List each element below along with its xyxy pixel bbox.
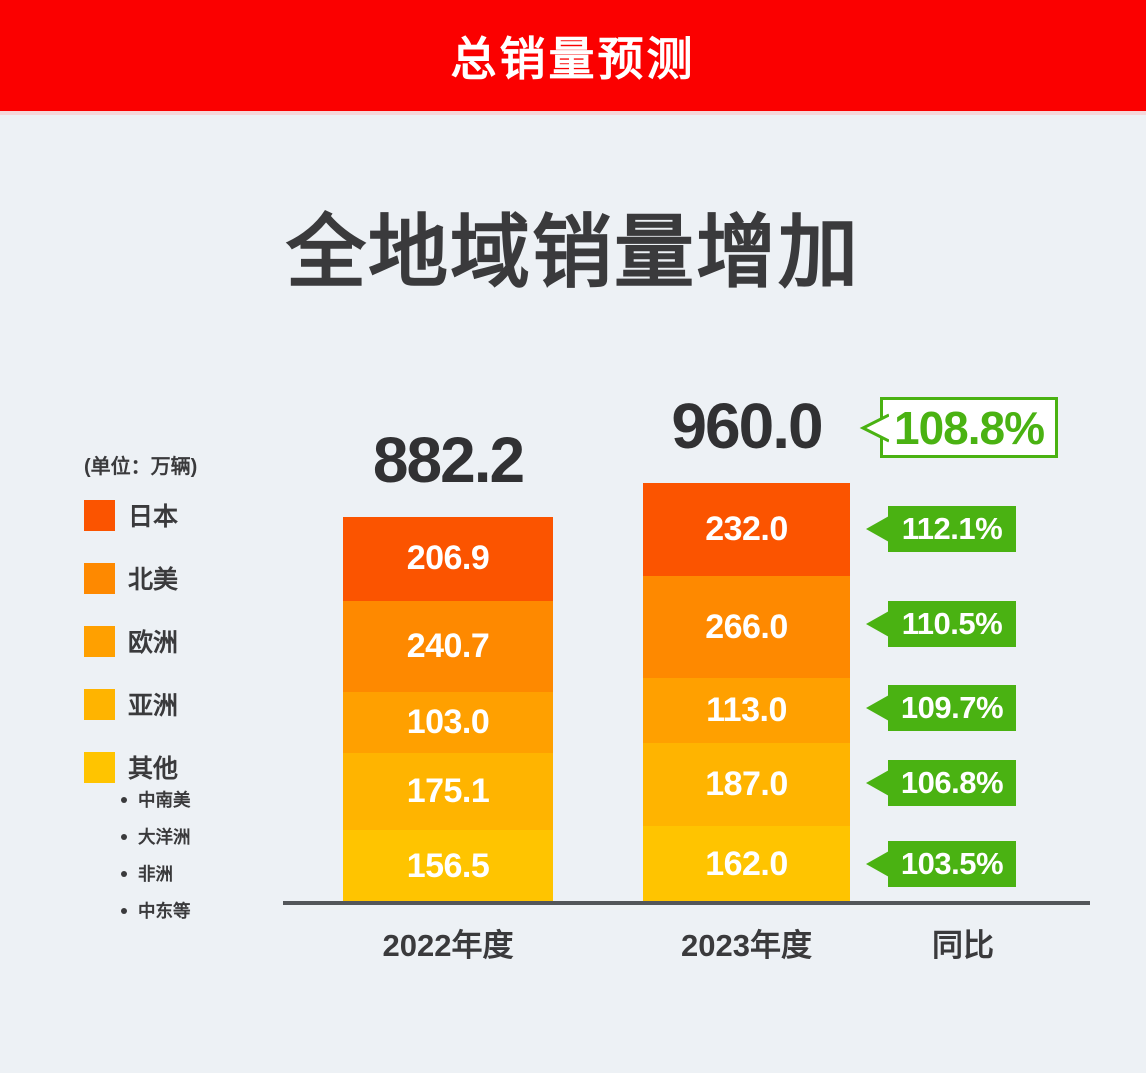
legend-item-label: 欧洲 [128,629,179,657]
legend-item-asia: 亚洲 [84,686,178,722]
legend-sub-item: 大洋洲 [121,818,191,855]
bar-segment-asia-2023年度: 187.0 [643,743,850,827]
yoy-badge-row-europe: 109.7% [888,674,1016,742]
page-title: 总销量预测 [450,32,696,85]
segment-value-label: 162.0 [705,845,788,884]
bar-segment-others-2022年度: 156.5 [343,830,553,903]
stacked-bar-2022: 206.9 240.7 103.0 175.1 156.5 [343,517,553,903]
segment-value-label: 240.7 [406,626,490,665]
legend-swatch-icon [84,688,115,720]
legend-swatch-icon [84,499,115,531]
legend-item-label: 北美 [128,566,179,594]
legend-swatch-icon [84,751,115,783]
bar-segment-north-america-2022年度: 240.7 [343,600,553,692]
yoy-badge-column: 112.1% 110.5% 109.7% 106.8% 103.5% [888,483,1016,903]
yoy-badge-europe: 109.7% [888,684,1016,731]
legend-sub-item: 中南美 [121,781,191,818]
segment-value-label: 175.1 [406,772,490,811]
yoy-badge-north-america: 110.5% [888,601,1016,648]
legend-swatch-icon [84,625,115,657]
segment-value-label: 232.0 [705,510,788,549]
segment-value-label: 156.5 [406,847,490,886]
segment-value-label: 113.0 [706,690,787,729]
bullet-dot-icon [121,907,127,914]
legend-item-label: 亚洲 [128,692,179,720]
stacked-bar-2023: 232.0 266.0 113.0 187.0 162.0 [643,483,850,903]
yoy-badge-row-others: 103.5% [888,825,1016,903]
segment-value-label: 103.0 [406,703,490,742]
legend-sub-label: 非洲 [138,864,173,884]
yoy-total-badge: 108.8% [859,397,1058,458]
yoy-total-value: 108.8% [893,401,1045,454]
legend-item-japan: 日本 [84,497,178,533]
bullet-dot-icon [121,870,127,877]
legend: 日本北美欧洲亚洲其他 [84,497,178,785]
bar-segment-asia-2022年度: 175.1 [343,753,553,831]
legend-item-others: 其他 [84,749,178,785]
chart-headline: 全地域销量增加 [286,208,860,297]
legend-item-north-america: 北美 [84,560,178,596]
legend-sub-label: 中南美 [138,790,191,810]
x-axis-label-2023: 2023年度 [681,928,812,963]
legend-unit-label: (单位：万辆) [84,456,198,478]
bullet-dot-icon [121,833,127,840]
yoy-badge-row-north-america: 110.5% [888,575,1016,674]
bar-segment-japan-2023年度: 232.0 [643,483,850,577]
legend-sub-label: 中东等 [138,901,191,921]
total-value-2022: 882.2 [372,424,525,496]
total-value-2023: 960.0 [671,390,823,462]
arrow-left-icon [859,413,889,442]
bar-segment-japan-2022年度: 206.9 [343,517,553,601]
yoy-badge-others: 103.5% [888,840,1016,887]
bar-segment-others-2023年度: 162.0 [643,826,850,903]
bullet-dot-icon [121,796,127,803]
yoy-badge-row-japan: 112.1% [888,483,1016,575]
bar-segment-europe-2023年度: 113.0 [643,677,850,744]
legend-swatch-icon [84,562,115,594]
header-banner: 总销量预测 [0,0,1146,115]
x-axis-label-yoy: 同比 [932,928,994,963]
x-axis-label-2022: 2022年度 [382,928,514,963]
legend-item-label: 其他 [128,755,179,783]
legend-sub-item: 中东等 [121,892,191,929]
legend-item-label: 日本 [128,503,179,531]
x-axis-line [283,901,1090,905]
yoy-badge-japan: 112.1% [888,505,1016,552]
segment-value-label: 206.9 [406,539,490,578]
segment-value-label: 187.0 [705,765,788,804]
bar-segment-north-america-2023年度: 266.0 [643,576,850,678]
segment-value-label: 266.0 [705,607,788,646]
legend-other-breakdown: 中南美大洋洲非洲中东等 [121,781,191,929]
legend-sub-label: 大洋洲 [138,827,191,847]
legend-sub-item: 非洲 [121,855,191,892]
bar-segment-europe-2022年度: 103.0 [343,691,553,754]
legend-item-europe: 欧洲 [84,623,178,659]
yoy-badge-asia: 106.8% [888,760,1016,807]
yoy-badge-row-asia: 106.8% [888,742,1016,825]
